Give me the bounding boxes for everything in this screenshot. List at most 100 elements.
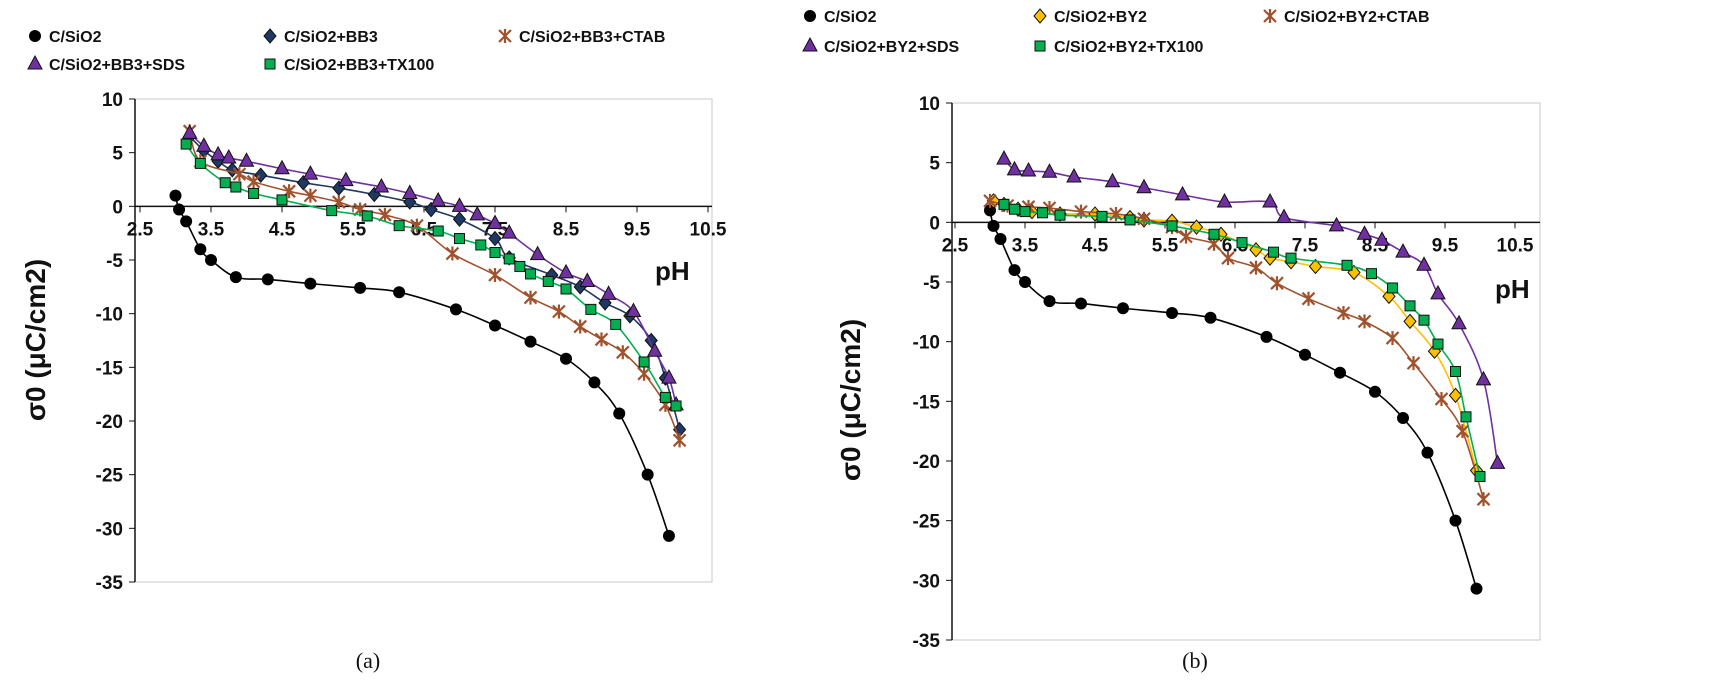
y-tick-label: -5 — [923, 273, 940, 294]
y-tick-label: -15 — [96, 358, 124, 379]
y-tick-label: -10 — [913, 333, 940, 354]
data-point-asterisk — [1221, 251, 1235, 266]
data-point-triangle — [1020, 161, 1037, 177]
data-point-circle — [641, 468, 654, 481]
data-point-square — [1404, 300, 1416, 312]
data-point-square — [230, 181, 242, 193]
data-point-circle — [1449, 514, 1462, 527]
data-point-diamond — [452, 211, 467, 227]
data-point-triangle — [487, 214, 503, 230]
data-point-square — [1460, 411, 1472, 423]
data-point-circle — [229, 271, 242, 284]
data-point-asterisk — [378, 207, 392, 222]
data-point-asterisk — [445, 246, 460, 261]
data-point-circle — [304, 277, 317, 290]
y-axis-label: σ0 (μC/cm2) — [835, 319, 866, 481]
legend-label: C/SiO2+BY2+SDS — [824, 39, 960, 56]
data-point-triangle — [338, 171, 354, 187]
data-point-square — [393, 220, 405, 232]
data-point-triangle — [451, 197, 468, 212]
data-point-square — [560, 283, 572, 295]
series-line — [174, 195, 670, 537]
data-point-square — [542, 275, 554, 287]
panel-caption: (b) — [1182, 648, 1208, 673]
data-point-asterisk — [523, 290, 538, 305]
data-point-triangle — [1104, 172, 1121, 188]
data-point-asterisk — [1385, 331, 1400, 346]
data-point-asterisk — [232, 167, 247, 182]
data-point-asterisk — [1336, 306, 1351, 321]
data-point-asterisk — [488, 268, 502, 283]
y-tick-label: 10 — [102, 90, 123, 111]
data-point-circle — [261, 273, 274, 286]
data-point-triangle — [1262, 192, 1278, 208]
data-point-triangle — [1136, 178, 1152, 194]
data-point-asterisk — [1357, 314, 1372, 329]
y-tick-label: -20 — [96, 412, 123, 433]
x-tick-label: 4.5 — [269, 219, 296, 240]
data-point-triangle — [238, 152, 255, 167]
data-point-triangle — [501, 224, 518, 239]
data-point-triangle — [1374, 231, 1390, 246]
legend-marker-circle — [804, 10, 816, 22]
y-tick-label: -35 — [96, 573, 124, 594]
data-point-triangle — [1276, 208, 1292, 224]
data-point-triangle — [469, 205, 486, 221]
data-point-circle — [1008, 264, 1021, 277]
y-tick-label: -20 — [913, 452, 940, 473]
data-point-triangle — [579, 272, 596, 287]
data-point-circle — [1334, 366, 1346, 379]
legend-marker-asterisk — [498, 29, 512, 43]
legend-marker-circle — [29, 30, 41, 42]
legend-label: C/SiO2+BY2 — [1054, 9, 1147, 26]
data-point-asterisk — [1476, 492, 1491, 507]
x-axis-label: pH — [1495, 274, 1530, 304]
data-point-triangle — [1475, 370, 1492, 386]
data-point-square — [610, 318, 622, 330]
data-point-square — [219, 177, 231, 189]
data-point-circle — [560, 352, 572, 365]
y-tick-label: 0 — [929, 213, 940, 234]
y-tick-label: -30 — [96, 519, 123, 540]
data-point-asterisk — [1301, 291, 1316, 306]
data-point-circle — [524, 335, 537, 348]
data-point-circle — [1166, 307, 1178, 320]
legend-label: C/SiO2+BB3+CTAB — [519, 29, 665, 46]
data-point-circle — [1299, 348, 1311, 361]
y-tick-label: -25 — [96, 466, 124, 487]
data-point-square — [1366, 268, 1377, 280]
data-point-asterisk — [1179, 229, 1193, 244]
data-point-circle — [1397, 412, 1409, 425]
data-point-triangle — [274, 159, 290, 175]
data-point-circle — [588, 376, 601, 389]
y-tick-label: -30 — [913, 571, 940, 592]
data-point-square — [585, 303, 597, 315]
data-point-asterisk — [1455, 424, 1470, 439]
data-point-asterisk — [672, 433, 687, 448]
data-point-asterisk — [594, 332, 609, 347]
data-point-square — [1096, 210, 1108, 222]
data-point-triangle — [1430, 284, 1446, 300]
data-point-circle — [1421, 446, 1434, 459]
data-point-triangle — [1489, 454, 1506, 469]
x-tick-label: 4.5 — [1082, 235, 1109, 256]
data-point-asterisk — [1270, 276, 1284, 291]
data-point-asterisk — [1434, 391, 1449, 406]
data-point-square — [1019, 206, 1031, 218]
data-point-triangle — [1416, 256, 1432, 271]
data-point-triangle — [558, 263, 574, 279]
data-point-asterisk — [410, 218, 424, 233]
data-point-square — [489, 246, 501, 258]
data-point-square — [180, 138, 192, 150]
data-point-asterisk — [983, 193, 997, 208]
data-point-square — [1236, 237, 1248, 249]
data-point-square — [194, 157, 206, 169]
data-point-square — [503, 253, 515, 265]
data-point-triangle — [210, 145, 226, 161]
data-point-square — [514, 260, 526, 272]
y-tick-label: -15 — [913, 392, 941, 413]
y-axis-label: σ0 (μC/cm2) — [20, 259, 51, 421]
data-point-triangle — [1066, 167, 1082, 183]
data-point-circle — [1019, 276, 1031, 288]
